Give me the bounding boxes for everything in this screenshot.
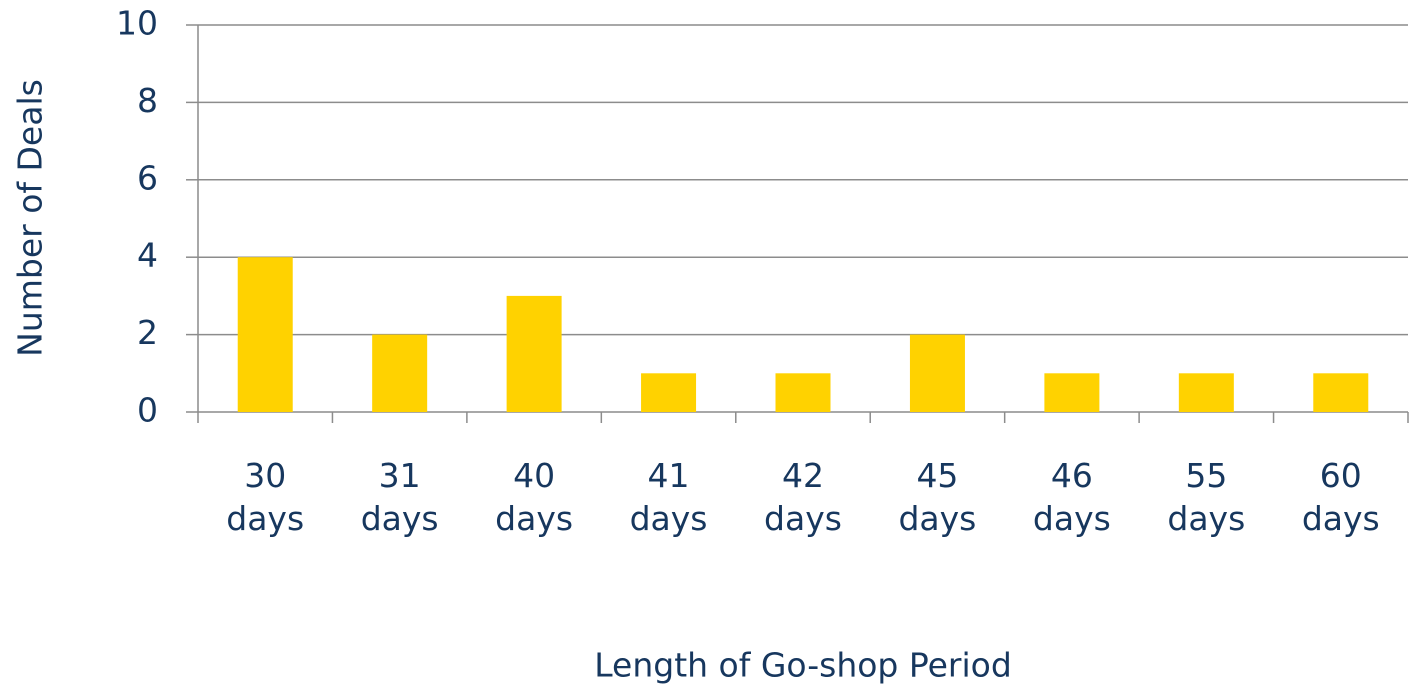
y-axis-label: Number of Deals: [11, 79, 50, 357]
bar: [506, 295, 562, 412]
y-tick-label: 4: [137, 236, 158, 275]
bar: [372, 334, 428, 412]
bar: [641, 373, 697, 412]
x-tick-label: 60 days: [1302, 456, 1380, 538]
x-tick-label: 42 days: [764, 456, 842, 538]
bar: [909, 334, 965, 412]
x-tick-label: 55 days: [1167, 456, 1245, 538]
x-tick-label: 40 days: [495, 456, 573, 538]
x-axis-label: Length of Go-shop Period: [594, 646, 1012, 685]
y-tick-label: 0: [137, 391, 158, 430]
x-tick-label: 41 days: [630, 456, 708, 538]
bar: [1178, 373, 1234, 412]
y-tick-label: 2: [137, 313, 158, 352]
x-tick-label: 46 days: [1033, 456, 1111, 538]
y-tick-label: 8: [137, 81, 158, 120]
x-tick-label: 30 days: [226, 456, 304, 538]
x-tick-label: 31 days: [361, 456, 439, 538]
y-tick-label: 6: [137, 158, 158, 197]
bar: [237, 257, 293, 412]
x-tick-label: 45 days: [898, 456, 976, 538]
y-tick-label: 10: [116, 4, 158, 43]
bar: [1044, 373, 1100, 412]
bar: [775, 373, 831, 412]
bar: [1313, 373, 1369, 412]
